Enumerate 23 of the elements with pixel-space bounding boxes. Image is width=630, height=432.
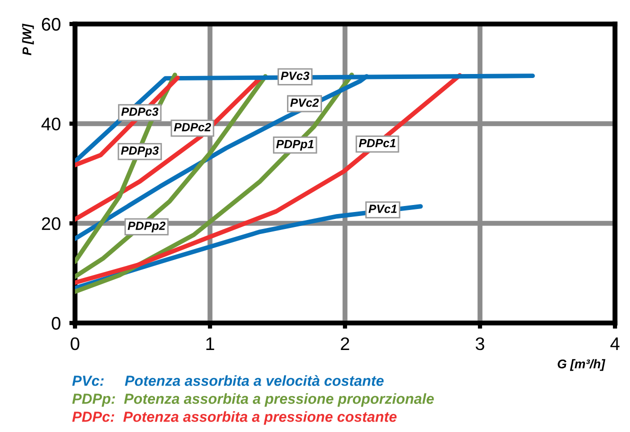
text: PVc: Potenza assorbita a velocità costante [72, 375, 384, 386]
y-axis-title: P [W] [22, 24, 34, 56]
x-tick-label: 3 [476, 337, 484, 350]
annotation: PVc3 [280, 72, 310, 80]
annotation: PDPp1 [276, 140, 314, 151]
annotation: PDPc2 [174, 122, 212, 132]
x-tick-label: 2 [340, 337, 350, 350]
text: PDPc: Potenza assorbita a pressione costante [72, 411, 397, 425]
text: PDPp: Potenza assorbita a pressione proporzionale [72, 393, 434, 407]
annotation: PDPp2 [128, 222, 166, 232]
x-axis-title: G [m³/h] [558, 359, 606, 371]
annotation: PDPp3 [120, 146, 159, 158]
y-tick-label: 20 [42, 217, 60, 230]
annotation: PDPc1 [358, 139, 396, 148]
y-tick-label: 0 [52, 316, 60, 330]
annotation: PVc1 [368, 204, 397, 214]
x-tick-label: 4 [610, 338, 620, 350]
x-tick-label: 0 [70, 337, 80, 350]
annotation: PDPc3 [121, 108, 158, 116]
y-tick-label: 60 [42, 18, 60, 31]
x-tick-label: 1 [206, 338, 214, 350]
y-tick-label: 40 [41, 118, 60, 130]
annotation: PVc2 [290, 98, 319, 107]
